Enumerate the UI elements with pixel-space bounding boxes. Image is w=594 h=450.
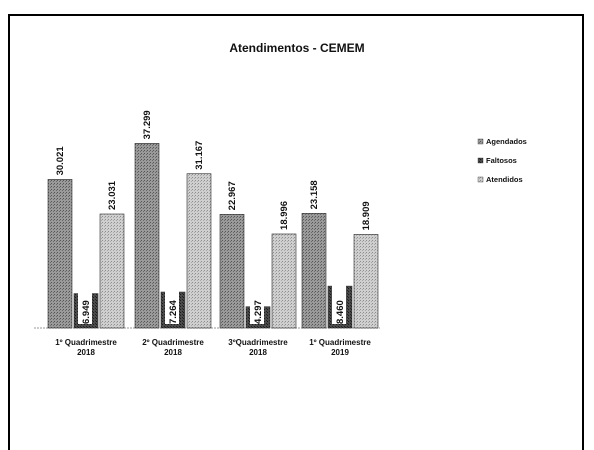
data-label-agendados-1: 30.021 [55,146,66,176]
bar-agendados-3 [219,214,245,329]
legend-label-agendados: Agendados [486,137,527,146]
bar-atendidos-4 [353,234,379,329]
data-label-agendados-4: 23.158 [309,180,320,209]
data-label-bg-3 [250,284,264,324]
bar-atendidos-1 [99,213,125,329]
data-label-atendidos-2: 31.167 [194,141,205,170]
frame-right-border [582,14,584,450]
data-label-atendidos-4: 18.909 [361,201,372,230]
data-label-faltosos-4: 8.460 [335,300,346,324]
x-tick-label-1-1: 1º Quadrimestre [55,338,117,347]
frame-left-border [8,14,10,450]
data-label-bg-4 [332,284,346,324]
data-label-bg-1 [78,284,92,324]
x-tick-label-2-2: 2018 [164,348,182,357]
data-label-bg-2 [165,284,179,324]
data-label-agendados-2: 37.299 [142,110,153,139]
bar-agendados-1 [47,179,73,329]
legend-label-atendidos: Atendidos [486,175,523,184]
data-label-faltosos-3: 4.297 [253,300,264,324]
x-tick-label-3-2: 2018 [249,348,267,357]
x-tick-label-2-1: 2º Quadrimestre [142,338,204,347]
chart-title: Atendimentos - CEMEM [229,41,364,55]
x-tick-label-1-2: 2018 [77,348,95,357]
frame-top-border [8,14,584,16]
bar-atendidos-3 [271,233,297,329]
data-label-faltosos-2: 7.264 [168,300,179,324]
legend-swatch-faltosos [477,157,484,164]
bar-agendados-4 [301,213,327,329]
x-tick-label-3-1: 3ºQuadrimestre [228,338,288,347]
data-label-agendados-3: 22.967 [227,181,238,210]
x-tick-label-4-2: 2019 [331,348,349,357]
bar-agendados-2 [134,143,160,329]
legend: Agendados Faltosos Atendidos [477,137,527,184]
legend-swatch-atendidos [477,176,484,183]
data-label-atendidos-1: 23.031 [107,180,118,210]
legend-swatch-agendados [477,138,484,145]
x-tick-label-4-1: 1º Quadrimestre [309,338,371,347]
data-label-faltosos-1: 6.949 [81,300,92,324]
legend-label-faltosos: Faltosos [486,156,517,165]
bar-atendidos-2 [186,173,212,329]
data-label-atendidos-3: 18.996 [279,201,290,230]
